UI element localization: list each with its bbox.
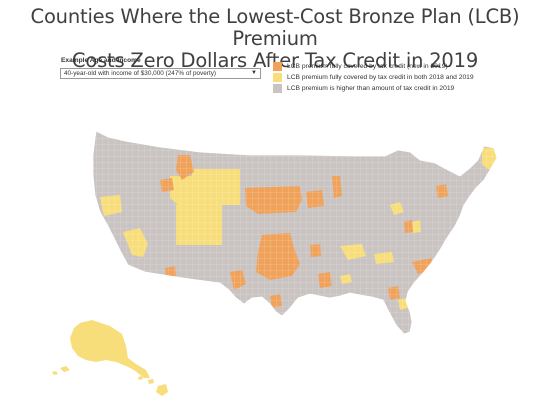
legend-item-new-2019[interactable]: LCB premium fully covered by tax credit …	[273, 62, 533, 73]
legend-item-higher[interactable]: LCB premium is higher than amount of tax…	[273, 84, 533, 95]
filter-label: Example Age and Income	[61, 57, 141, 64]
chart-title-line-2: Costs Zero Dollars After Tax Credit in 2…	[71, 49, 479, 72]
chevron-down-icon[interactable]: ▼	[251, 70, 257, 76]
age-income-dropdown[interactable]: 40-year-old with income of $30,000 (247%…	[60, 68, 261, 79]
hawaii-island-oahu	[138, 376, 143, 380]
hawaii-map[interactable]	[138, 376, 168, 396]
legend-item-both-years[interactable]: LCB premium fully covered by tax credit …	[273, 73, 533, 84]
conus-map	[92, 130, 498, 335]
legend-label-new-2019: LCB premium fully covered by tax credit …	[287, 63, 448, 70]
alaska-shape	[70, 320, 150, 378]
alaska-map[interactable]	[52, 320, 150, 378]
hawaii-island-maui	[148, 379, 154, 384]
legend: LCB premium fully covered by tax credit …	[273, 62, 533, 95]
legend-label-both-years: LCB premium fully covered by tax credit …	[287, 74, 474, 81]
alaska-aleutian-islands	[52, 366, 70, 375]
county-grid-overlay	[93, 131, 497, 334]
hawaii-island-big	[156, 384, 168, 396]
legend-label-higher: LCB premium is higher than amount of tax…	[287, 85, 455, 92]
legend-swatch-both-years	[273, 73, 282, 82]
legend-swatch-higher	[273, 84, 282, 93]
chart-title: Counties Where the Lowest-Cost Bronze Pl…	[0, 6, 550, 72]
chart-title-line-1: Counties Where the Lowest-Cost Bronze Pl…	[30, 5, 520, 50]
legend-swatch-new-2019	[273, 62, 282, 71]
dropdown-selected-value: 40-year-old with income of $30,000 (247%…	[64, 70, 217, 77]
